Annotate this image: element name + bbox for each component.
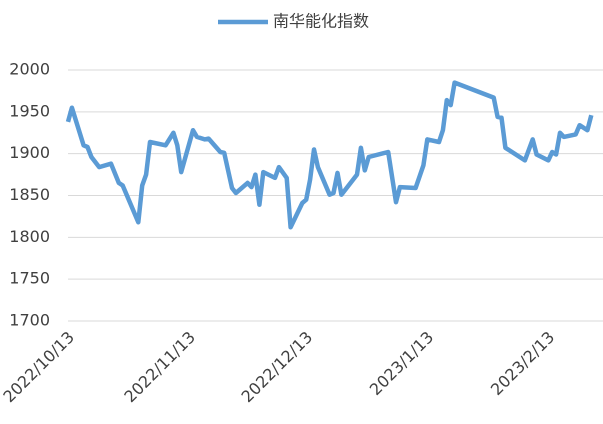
y-tick-label: 1700 [9, 311, 50, 330]
x-tick-label: 2022/11/13 [120, 328, 199, 407]
y-tick-label: 1800 [9, 227, 50, 246]
y-tick-label: 1750 [9, 269, 50, 288]
x-tick-label: 2022/12/13 [238, 328, 317, 407]
data-line [65, 80, 594, 230]
y-tick-label: 1900 [9, 143, 50, 162]
y-tick-label: 2000 [9, 60, 50, 79]
legend-label: 南华能化指数 [273, 12, 369, 31]
x-tick-label: 2023/1/13 [366, 328, 437, 399]
x-tick-label: 2023/2/13 [487, 328, 558, 399]
y-tick-label: 1950 [9, 101, 50, 120]
x-tick-label: 2022/10/13 [0, 328, 78, 407]
y-tick-label: 1850 [9, 185, 50, 204]
